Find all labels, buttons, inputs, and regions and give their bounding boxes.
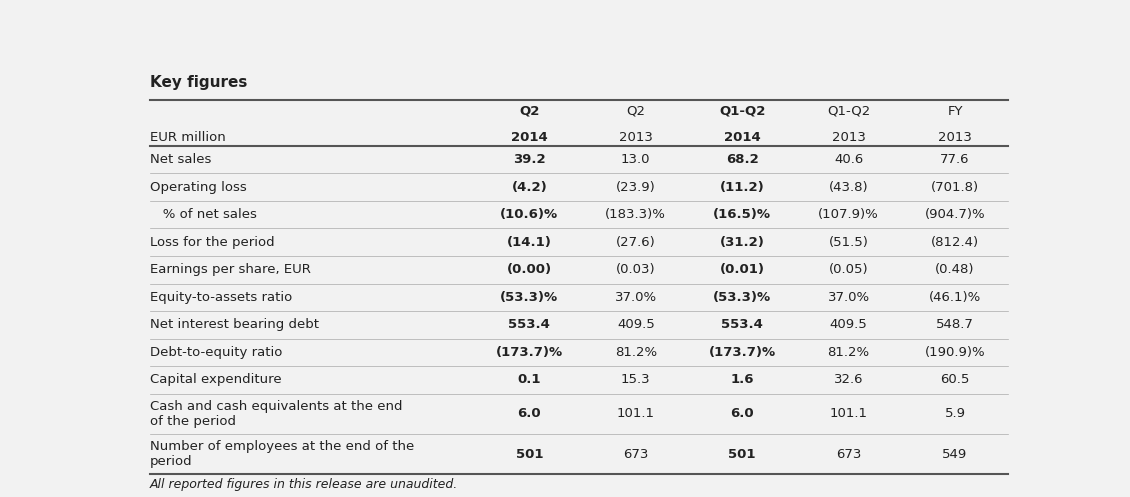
Text: (0.01): (0.01) bbox=[720, 263, 765, 276]
Text: 553.4: 553.4 bbox=[508, 319, 550, 331]
Text: (0.48): (0.48) bbox=[936, 263, 975, 276]
Text: 2013: 2013 bbox=[832, 131, 866, 144]
Text: (23.9): (23.9) bbox=[616, 180, 655, 193]
Text: EUR million: EUR million bbox=[150, 131, 226, 144]
Text: (190.9)%: (190.9)% bbox=[924, 346, 985, 359]
Text: 37.0%: 37.0% bbox=[615, 291, 657, 304]
Text: 5.9: 5.9 bbox=[945, 408, 965, 420]
Text: (173.7)%: (173.7)% bbox=[709, 346, 776, 359]
Text: 2013: 2013 bbox=[938, 131, 972, 144]
Text: (53.3)%: (53.3)% bbox=[501, 291, 558, 304]
Text: (31.2): (31.2) bbox=[720, 236, 765, 248]
Text: 6.0: 6.0 bbox=[518, 408, 541, 420]
Text: % of net sales: % of net sales bbox=[150, 208, 257, 221]
Text: (4.2): (4.2) bbox=[512, 180, 547, 193]
Text: 37.0%: 37.0% bbox=[827, 291, 870, 304]
Text: (0.03): (0.03) bbox=[616, 263, 655, 276]
Text: 2014: 2014 bbox=[511, 131, 548, 144]
Text: 0.1: 0.1 bbox=[518, 373, 541, 387]
Text: (46.1)%: (46.1)% bbox=[929, 291, 981, 304]
Text: All reported figures in this release are unaudited.: All reported figures in this release are… bbox=[150, 478, 459, 491]
Text: 101.1: 101.1 bbox=[829, 408, 868, 420]
Text: (10.6)%: (10.6)% bbox=[501, 208, 558, 221]
Text: Earnings per share, EUR: Earnings per share, EUR bbox=[150, 263, 311, 276]
Text: Q2: Q2 bbox=[519, 105, 539, 118]
Text: Number of employees at the end of the
period: Number of employees at the end of the pe… bbox=[150, 440, 415, 468]
Text: 101.1: 101.1 bbox=[617, 408, 654, 420]
Text: Q2: Q2 bbox=[626, 105, 645, 118]
Text: 2013: 2013 bbox=[619, 131, 653, 144]
Text: (0.05): (0.05) bbox=[828, 263, 869, 276]
Text: 15.3: 15.3 bbox=[622, 373, 651, 387]
Text: Net interest bearing debt: Net interest bearing debt bbox=[150, 319, 319, 331]
Text: (53.3)%: (53.3)% bbox=[713, 291, 772, 304]
Text: 81.2%: 81.2% bbox=[827, 346, 870, 359]
Text: Net sales: Net sales bbox=[150, 153, 211, 166]
Text: 32.6: 32.6 bbox=[834, 373, 863, 387]
Text: Operating loss: Operating loss bbox=[150, 180, 246, 193]
Text: (0.00): (0.00) bbox=[506, 263, 551, 276]
Text: (43.8): (43.8) bbox=[828, 180, 869, 193]
Text: 549: 549 bbox=[942, 447, 967, 461]
Text: 6.0: 6.0 bbox=[730, 408, 754, 420]
Text: (11.2): (11.2) bbox=[720, 180, 765, 193]
Text: Q1-Q2: Q1-Q2 bbox=[719, 105, 765, 118]
Text: Q1-Q2: Q1-Q2 bbox=[827, 105, 870, 118]
Text: 81.2%: 81.2% bbox=[615, 346, 657, 359]
Text: 673: 673 bbox=[836, 447, 861, 461]
Text: (812.4): (812.4) bbox=[931, 236, 979, 248]
Text: 68.2: 68.2 bbox=[725, 153, 758, 166]
Text: 548.7: 548.7 bbox=[936, 319, 974, 331]
Text: 40.6: 40.6 bbox=[834, 153, 863, 166]
Text: 39.2: 39.2 bbox=[513, 153, 546, 166]
Text: (107.9)%: (107.9)% bbox=[818, 208, 879, 221]
Text: Loss for the period: Loss for the period bbox=[150, 236, 275, 248]
Text: 60.5: 60.5 bbox=[940, 373, 970, 387]
Text: (27.6): (27.6) bbox=[616, 236, 655, 248]
Text: 409.5: 409.5 bbox=[617, 319, 654, 331]
Text: 77.6: 77.6 bbox=[940, 153, 970, 166]
Text: 501: 501 bbox=[729, 447, 756, 461]
Text: 1.6: 1.6 bbox=[730, 373, 754, 387]
Text: FY: FY bbox=[947, 105, 963, 118]
Text: 553.4: 553.4 bbox=[721, 319, 763, 331]
Text: (173.7)%: (173.7)% bbox=[496, 346, 563, 359]
Text: Key figures: Key figures bbox=[150, 75, 247, 90]
Text: (701.8): (701.8) bbox=[931, 180, 979, 193]
Text: (183.3)%: (183.3)% bbox=[606, 208, 667, 221]
Text: (14.1): (14.1) bbox=[507, 236, 551, 248]
Text: 673: 673 bbox=[623, 447, 649, 461]
Text: 2014: 2014 bbox=[724, 131, 760, 144]
Text: 501: 501 bbox=[515, 447, 544, 461]
Text: Debt-to-equity ratio: Debt-to-equity ratio bbox=[150, 346, 282, 359]
Text: 13.0: 13.0 bbox=[622, 153, 651, 166]
Text: Equity-to-assets ratio: Equity-to-assets ratio bbox=[150, 291, 293, 304]
Text: Cash and cash equivalents at the end
of the period: Cash and cash equivalents at the end of … bbox=[150, 400, 402, 428]
Text: (904.7)%: (904.7)% bbox=[924, 208, 985, 221]
Text: Capital expenditure: Capital expenditure bbox=[150, 373, 281, 387]
Text: 409.5: 409.5 bbox=[829, 319, 868, 331]
Text: (51.5): (51.5) bbox=[828, 236, 869, 248]
Text: (16.5)%: (16.5)% bbox=[713, 208, 771, 221]
